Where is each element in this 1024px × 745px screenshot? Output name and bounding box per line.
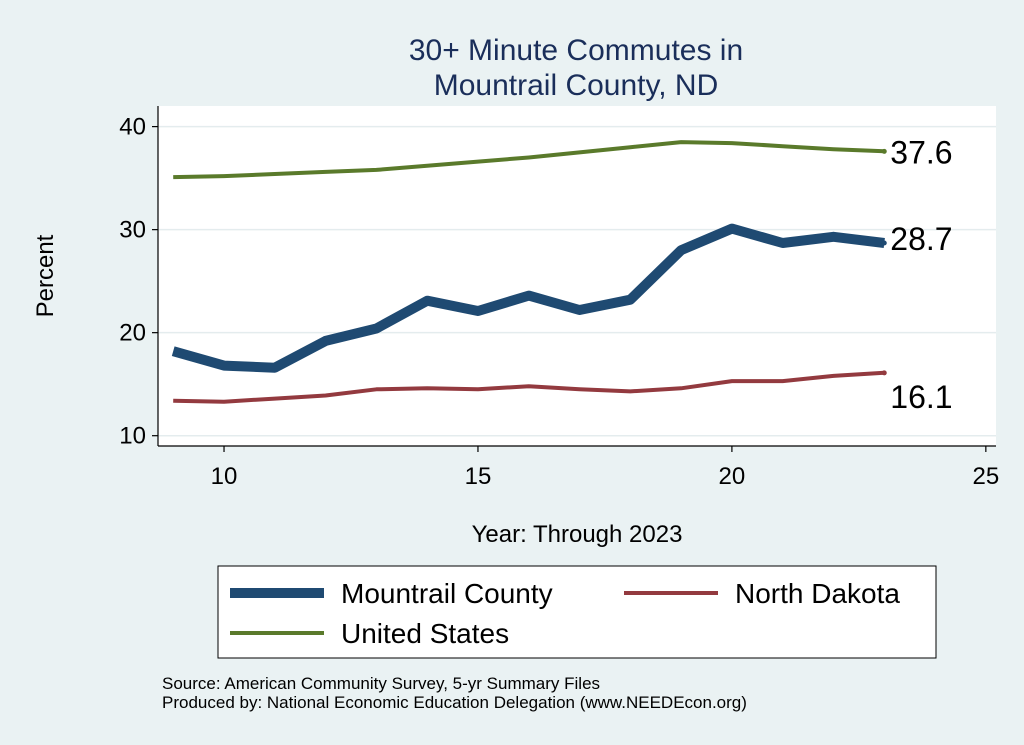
end-label-united-states: 37.6 (890, 134, 952, 170)
series-line-united-states (173, 140, 885, 180)
x-axis-title: Year: Through 2023 (472, 521, 683, 548)
end-point-mountrail-county (881, 240, 887, 246)
end-labels: 28.7 16.1 37.6 (881, 134, 953, 415)
y-tick-label-40: 40 (119, 114, 146, 141)
plot-area (158, 106, 996, 446)
series-lines (171, 140, 885, 404)
end-point-united-states (881, 148, 887, 154)
legend-label-north-dakota: North Dakota (735, 578, 900, 609)
legend: Mountrail County North Dakota United Sta… (217, 565, 937, 659)
end-point-north-dakota (881, 370, 887, 376)
end-label-north-dakota: 16.1 (890, 379, 952, 415)
legend-label-united-states: United States (341, 618, 509, 649)
series-line-mountrail-county (171, 223, 885, 373)
axes: 10 20 30 40 10 15 20 25 (119, 106, 999, 490)
gridlines (158, 125, 996, 437)
chart-title-line-2: Mountrail County, ND (434, 69, 719, 102)
produced-by-note: Produced by: National Economic Education… (162, 693, 747, 712)
end-label-mountrail-county: 28.7 (890, 221, 952, 257)
y-tick-label-20: 20 (119, 320, 146, 347)
y-axis-title: Percent (32, 234, 59, 317)
chart-title-line-1: 30+ Minute Commutes in (409, 34, 743, 67)
x-tick-label-20: 20 (719, 463, 746, 490)
y-tick-label-10: 10 (119, 423, 146, 450)
source-note: Source: American Community Survey, 5-yr … (162, 674, 600, 693)
legend-label-mountrail-county: Mountrail County (341, 578, 553, 609)
x-tick-label-10: 10 (211, 463, 238, 490)
x-tick-label-25: 25 (972, 463, 999, 490)
y-tick-label-30: 30 (119, 217, 146, 244)
legend-box (217, 565, 937, 659)
series-line-north-dakota (173, 370, 885, 404)
x-tick-label-15: 15 (465, 463, 492, 490)
